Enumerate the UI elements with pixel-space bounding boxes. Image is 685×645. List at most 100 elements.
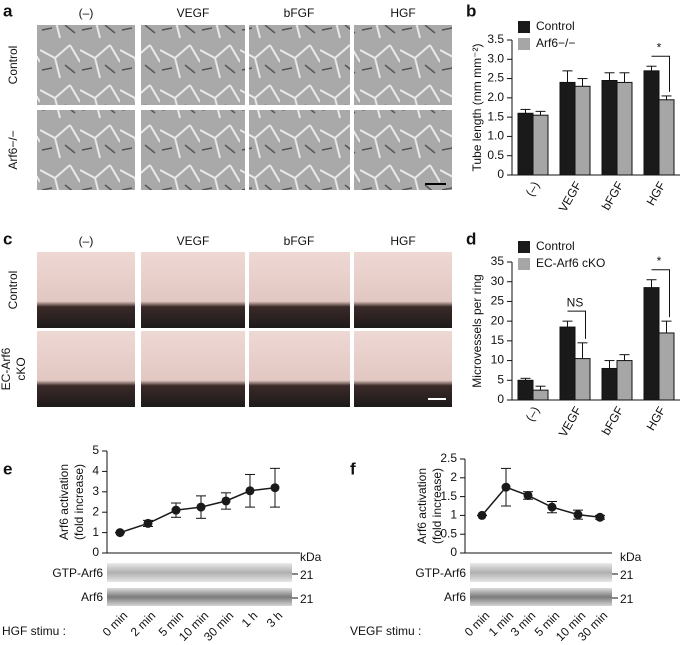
bar [532, 389, 549, 401]
bar [574, 358, 591, 401]
column-label: VEGF [177, 234, 210, 248]
point [523, 490, 533, 500]
row-label: Control [6, 46, 20, 85]
row-label: EC-Arf6 [0, 347, 13, 390]
blot [470, 588, 612, 606]
point [501, 482, 511, 492]
y-axis-label: Tube length (mm mm⁻²) [470, 44, 484, 172]
point [595, 512, 605, 522]
y-axis-label: (fold increase) [72, 464, 86, 540]
point [547, 502, 557, 512]
column-label: VEGF [177, 6, 210, 20]
column-label: bFGF [284, 234, 315, 248]
point [196, 502, 206, 512]
row-label: cKO [14, 357, 28, 380]
y-tick-label: 2 [450, 470, 457, 484]
legend-swatch [518, 38, 530, 50]
x-tick-label: HGF [644, 179, 669, 208]
y-axis-label: (fold increase) [430, 468, 444, 544]
x-tick-label: bFGF [599, 179, 626, 213]
legend-label: Control [536, 239, 575, 253]
y-tick-label: 35 [491, 254, 505, 268]
y-tick-label: 2.0 [487, 90, 504, 104]
y-tick-label: 0 [497, 167, 504, 181]
y-tick-label: 15 [491, 333, 505, 347]
bar [601, 367, 618, 401]
ring-image [249, 331, 350, 407]
x-tick-label: bFGF [599, 404, 626, 438]
micrograph [37, 25, 135, 105]
y-tick-label: 1 [450, 508, 457, 522]
column-label: (–) [79, 234, 94, 248]
point [221, 496, 231, 506]
legend-swatch [518, 21, 530, 33]
y-tick-label: 2.5 [487, 71, 504, 85]
x-tick-label: 3 min [508, 608, 539, 639]
unit-label: kDa [620, 550, 642, 564]
legend-label: Control [536, 19, 575, 33]
x-tick-label: 1 h [239, 608, 261, 630]
band-label: Arf6 [81, 590, 103, 604]
point [245, 486, 255, 496]
bar [559, 81, 576, 176]
bar [559, 326, 576, 401]
panel-label: b [466, 1, 476, 20]
ring-image [141, 331, 245, 407]
band-label: GTP-Arf6 [52, 566, 103, 580]
annotation: NS [567, 295, 584, 309]
y-tick-label: 2 [92, 504, 99, 518]
x-tick-label: (–) [523, 404, 542, 424]
x-tick-label: 2 min [128, 608, 159, 639]
y-tick-label: 3 [92, 484, 99, 498]
size-label: 21 [620, 568, 634, 582]
y-tick-label: 3.5 [487, 32, 504, 46]
y-tick-label: 0.5 [487, 148, 504, 162]
x-tick-label: 0 min [462, 608, 493, 639]
annotation: * [657, 254, 662, 268]
panel-label: e [3, 459, 12, 478]
band-label: GTP-Arf6 [415, 566, 466, 580]
y-tick-label: 3.0 [487, 51, 504, 65]
y-tick-label: 0 [450, 545, 457, 559]
panel-label: d [466, 229, 476, 248]
line [481, 486, 601, 519]
y-tick-label: 1 [92, 525, 99, 539]
micrograph [141, 25, 245, 105]
x-tick-label: VEGF [556, 179, 584, 214]
bar [643, 70, 660, 176]
row-label: Arf6−/− [6, 130, 20, 169]
bar [643, 287, 660, 401]
y-tick-label: 20 [491, 313, 505, 327]
y-tick-label: 0.5 [440, 526, 457, 540]
bar [616, 360, 633, 401]
x-tick-label: 3 h [264, 608, 286, 630]
ring-image [37, 252, 135, 328]
ring-image [354, 252, 452, 328]
y-tick-label: 4 [92, 464, 99, 478]
annotation: * [657, 40, 662, 54]
row-label: Control [6, 271, 20, 310]
bar [601, 80, 618, 176]
band-label: Arf6 [444, 590, 466, 604]
significance-bracket [651, 55, 670, 92]
y-tick-label: 1.5 [487, 109, 504, 123]
blot [470, 563, 612, 582]
bar [517, 379, 534, 401]
ring-image [37, 331, 135, 407]
legend-swatch [518, 258, 530, 270]
point [477, 510, 487, 520]
micrograph [37, 110, 135, 190]
panel-label: a [3, 1, 13, 20]
y-tick-label: 5 [497, 372, 504, 386]
y-tick-label: 0 [92, 545, 99, 559]
point [115, 528, 125, 538]
bar [517, 112, 534, 176]
size-label: 21 [620, 592, 634, 606]
images [37, 25, 612, 606]
y-axis-label: Arf6 activation [57, 464, 71, 540]
legend-label: Arf6−/− [536, 36, 575, 50]
x-tick-label: 0 min [100, 608, 131, 639]
y-tick-label: 25 [491, 294, 505, 308]
ring-image [141, 252, 245, 328]
